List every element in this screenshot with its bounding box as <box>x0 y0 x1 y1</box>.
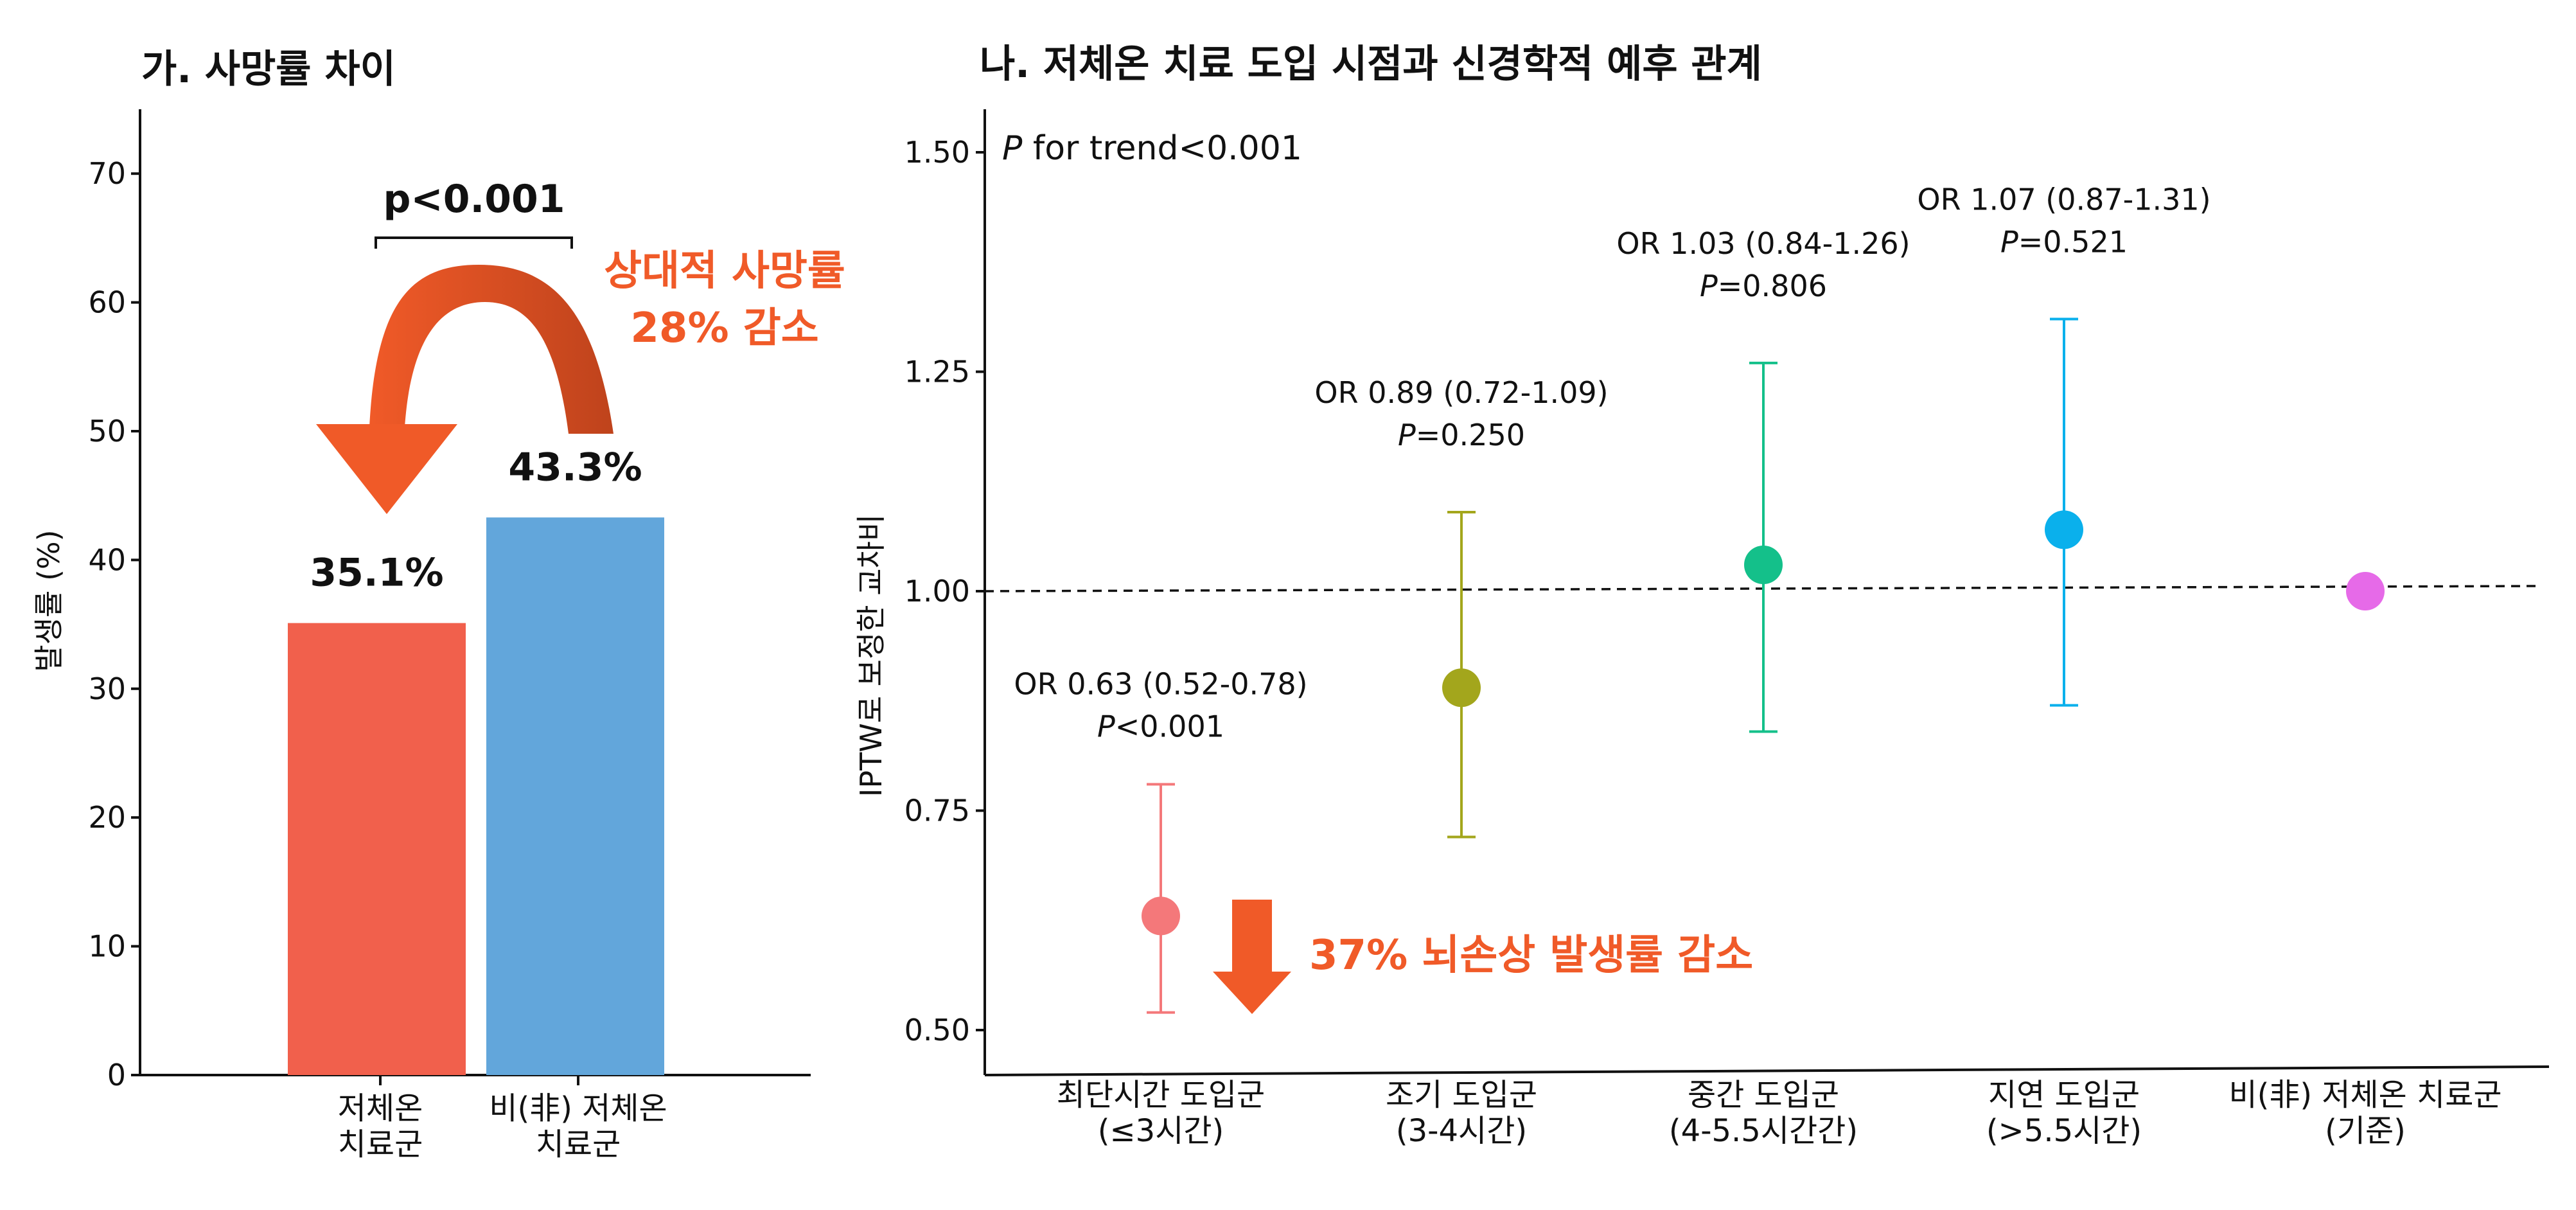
bar-value-label: 35.1% <box>310 551 443 596</box>
y-tick-label: 30 <box>88 672 126 706</box>
x-category-label: (≤3시간) <box>1098 1113 1224 1149</box>
y-tick-label: 1.50 <box>904 135 970 170</box>
odds-ratio-label: OR 0.89 (0.72-1.09) <box>1314 375 1608 410</box>
p-value-label: P=0.250 <box>1398 418 1525 452</box>
y-tick-label: 70 <box>88 156 126 191</box>
trend-p-value: P for trend<0.001 <box>1002 129 1302 168</box>
down-arrow-icon <box>1213 900 1291 1014</box>
x-category-label: 치료군 <box>338 1126 423 1162</box>
y-tick-label: 1.00 <box>904 574 970 609</box>
y-tick-label: 50 <box>88 414 126 449</box>
panel-b-y-axis-label: IPTW로 보정한 교차비 <box>854 514 888 797</box>
bar <box>288 623 466 1075</box>
x-category-label: 최단시간 도입군 <box>1057 1077 1265 1113</box>
reference-line <box>984 585 2538 592</box>
y-tick-label: 0.50 <box>904 1013 970 1047</box>
y-tick-label: 0 <box>107 1058 126 1092</box>
significance-bracket <box>375 236 573 249</box>
odds-ratio-point <box>2346 572 2385 610</box>
x-category-label: 비(非) 저체온 치료군 <box>2228 1077 2501 1113</box>
bar-value-label: 43.3% <box>508 445 642 490</box>
x-category-label: 조기 도입군 <box>1386 1077 1537 1113</box>
odds-ratio-label: OR 0.63 (0.52-0.78) <box>1014 667 1307 702</box>
odds-ratio-label: OR 1.03 (0.84-1.26) <box>1616 226 1910 261</box>
y-tick-label: 1.25 <box>904 355 970 389</box>
x-category-label: (>5.5시간) <box>1986 1113 2142 1149</box>
mortality-callout-line1: 상대적 사망률 <box>604 247 845 295</box>
p-value-label: P=0.521 <box>2000 225 2128 260</box>
x-category-label: 비(非) 저체온 <box>489 1090 667 1126</box>
odds-ratio-label: OR 1.07 (0.87-1.31) <box>1917 182 2210 217</box>
x-category-label: 치료군 <box>536 1126 621 1162</box>
significance-label: p<0.001 <box>383 177 565 222</box>
p-value-label: P=0.806 <box>1700 269 1827 303</box>
x-category-label: 지연 도입군 <box>1988 1077 2140 1113</box>
y-tick-label: 10 <box>88 929 126 964</box>
odds-ratio-point <box>2045 510 2083 549</box>
curved-arrow-icon <box>316 265 613 514</box>
panel-a-title: 가. 사망률 차이 <box>141 47 396 92</box>
panel-b-title: 나. 저체온 치료 도입 시점과 신경학적 예후 관계 <box>980 42 1762 87</box>
mortality-bar-chart: 가. 사망률 차이 발생률 (%) 0 10 20 30 40 50 60 70 35.1% 저… <box>31 47 845 1162</box>
x-category-label: 중간 도입군 <box>1688 1077 1839 1113</box>
odds-ratio-point <box>1744 546 1783 585</box>
x-category-label: 저체온 <box>338 1090 423 1126</box>
y-tick-label: 20 <box>88 800 126 835</box>
odds-ratio-chart: 나. 저체온 치료 도입 시점과 신경학적 예후 관계 IPTW로 보정한 교차… <box>854 42 2550 1149</box>
x-category-label: (3-4시간) <box>1396 1113 1527 1149</box>
y-tick-label: 0.75 <box>904 794 970 828</box>
panel-a-y-axis-label: 발생률 (%) <box>31 529 66 672</box>
odds-ratio-point <box>1142 896 1180 936</box>
brain-injury-callout: 37% 뇌손상 발생률 감소 <box>1309 932 1753 979</box>
y-tick-label: 60 <box>88 285 126 320</box>
odds-ratio-point <box>1442 668 1481 707</box>
x-category-label: (4-5.5시간간) <box>1669 1113 1858 1149</box>
x-category-label: (기준) <box>2325 1113 2406 1149</box>
y-tick-label: 40 <box>88 542 126 577</box>
bar <box>486 517 664 1075</box>
panel-b-x-axis <box>984 1065 2550 1076</box>
p-value-label: P<0.001 <box>1097 709 1224 744</box>
mortality-callout-line2: 28% 감소 <box>630 305 818 352</box>
